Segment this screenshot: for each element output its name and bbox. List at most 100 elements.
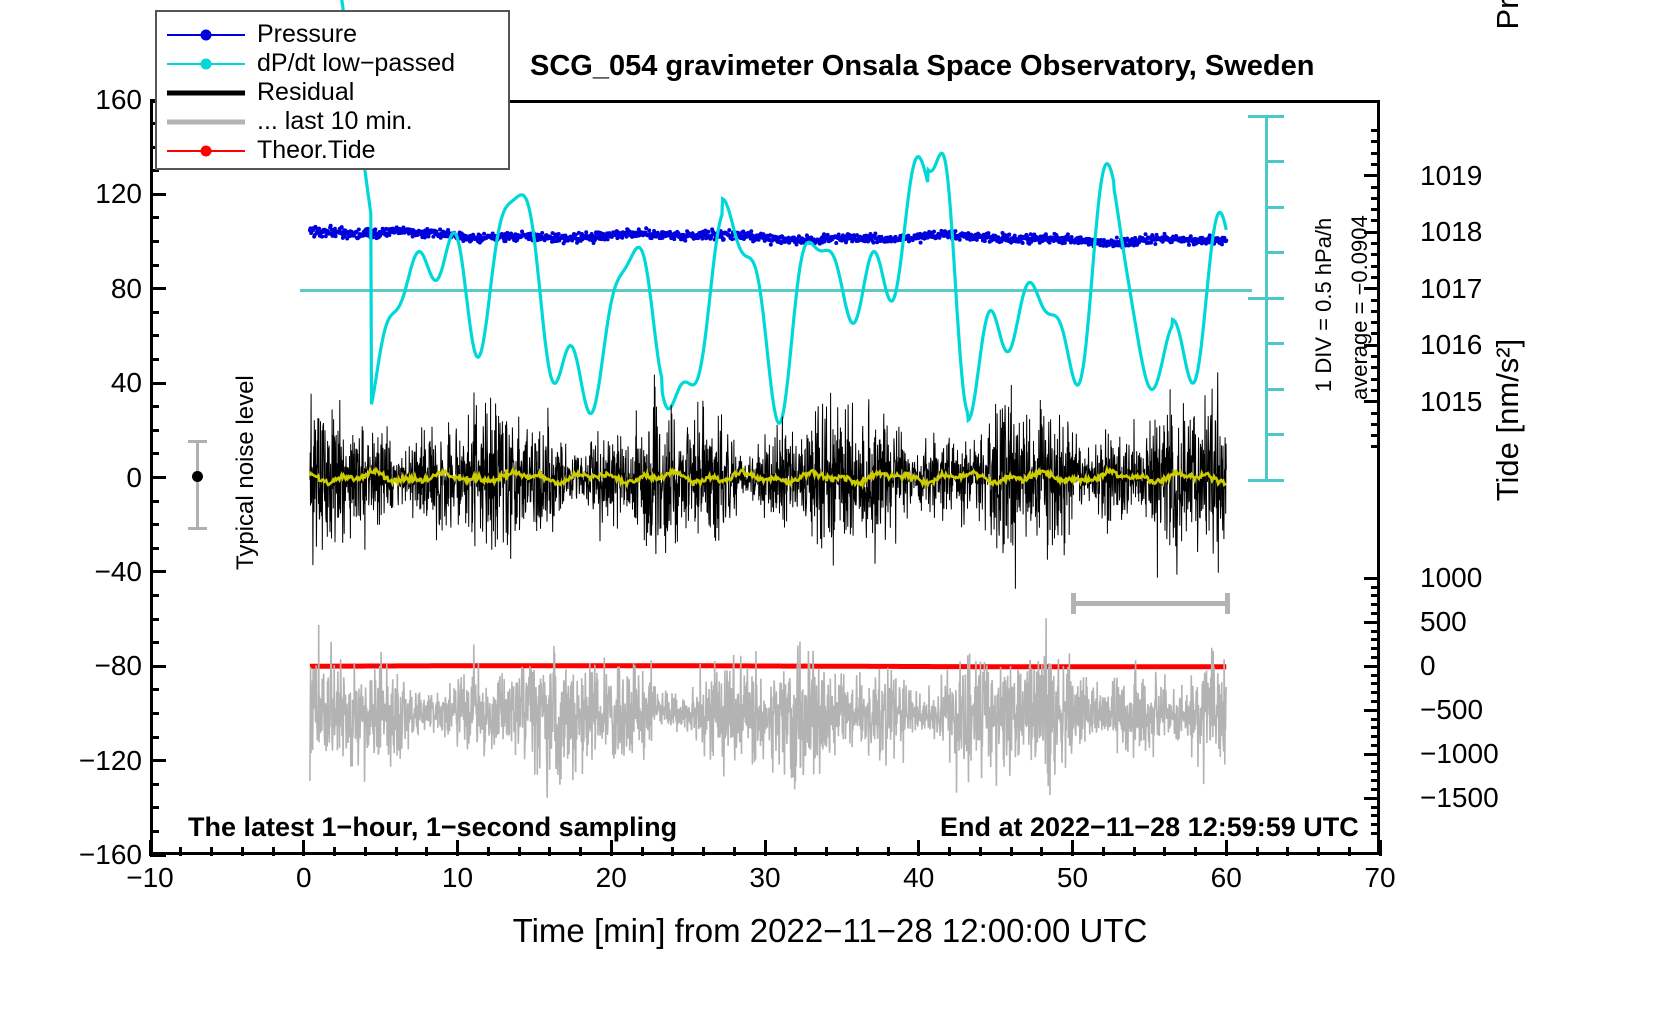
x-tick bbox=[1347, 847, 1351, 856]
y-tick-right-pressure-minor bbox=[1371, 264, 1380, 268]
y-tick-left bbox=[150, 192, 166, 196]
legend-swatch-icon bbox=[167, 83, 245, 103]
last-10min-span-cap-left bbox=[1071, 593, 1076, 614]
y-tick-right-pressure-minor bbox=[1371, 162, 1380, 166]
y-tick-right-tide-minor bbox=[1371, 647, 1380, 651]
y-tick-left bbox=[150, 169, 159, 173]
x-tick-label: 0 bbox=[295, 862, 312, 893]
dpdt-scale-tick bbox=[1268, 205, 1284, 209]
x-tick bbox=[1378, 840, 1382, 856]
plot-area bbox=[150, 100, 1380, 855]
x-tick bbox=[1132, 847, 1136, 856]
y-tick-left bbox=[150, 735, 159, 739]
y-axis-right-pressure-title: Pressure [hPa] bbox=[1490, 0, 1526, 142]
y-tick-right-tide-minor bbox=[1371, 717, 1380, 721]
x-axis-title: Time [min] from 2022−11−28 12:00:00 UTC bbox=[512, 912, 1148, 949]
noise-level-dot bbox=[192, 471, 203, 482]
x-tick bbox=[671, 847, 675, 856]
y-tick-left bbox=[150, 381, 166, 385]
y-tick-right-tide-minor bbox=[1371, 735, 1380, 739]
x-tick-label: 70 bbox=[1364, 862, 1396, 893]
y-tick-left bbox=[150, 358, 159, 362]
legend-item-0[interactable]: Pressure bbox=[167, 20, 498, 49]
y-tick-label-right-tide: −1000 bbox=[1420, 738, 1499, 770]
y-tick-right-tide-minor bbox=[1371, 603, 1380, 607]
y-tick-left bbox=[150, 829, 159, 833]
y-tick-right-tide-minor bbox=[1371, 823, 1380, 827]
y-tick-right-tide-minor bbox=[1371, 805, 1380, 809]
y-tick-right-tide-minor bbox=[1371, 638, 1380, 642]
dpdt-scale-tick bbox=[1268, 433, 1284, 436]
y-tick-right-pressure-minor bbox=[1371, 151, 1380, 155]
y-tick-right-pressure-minor bbox=[1371, 196, 1380, 200]
legend-item-4[interactable]: Theor.Tide bbox=[167, 136, 498, 165]
x-tick-label: −10 bbox=[126, 862, 174, 893]
x-tick bbox=[886, 847, 890, 856]
y-tick-left bbox=[150, 617, 159, 621]
x-tick bbox=[425, 847, 429, 856]
y-tick-right-pressure bbox=[1364, 343, 1380, 347]
legend-item-1[interactable]: dP/dt low−passed bbox=[167, 49, 498, 78]
y-tick-left bbox=[150, 240, 159, 244]
y-tick-label-left: −40 bbox=[94, 555, 143, 587]
y-tick-right-tide-minor bbox=[1371, 594, 1380, 598]
last-10min-span-bar bbox=[1073, 601, 1230, 606]
noise-level-cap-bottom bbox=[188, 527, 207, 530]
y-tick-right-pressure-minor bbox=[1371, 321, 1380, 325]
x-tick bbox=[1317, 847, 1320, 856]
noise-level-cap-top bbox=[188, 440, 207, 443]
y-tick-left bbox=[150, 688, 159, 692]
y-tick-label-left: −120 bbox=[78, 744, 142, 776]
x-tick-label: 20 bbox=[595, 862, 627, 893]
legend[interactable]: Pressure dP/dt low−passed Residual... last… bbox=[155, 10, 510, 170]
x-tick-label: 50 bbox=[1056, 862, 1089, 893]
x-tick-label: 30 bbox=[749, 862, 781, 893]
x-tick bbox=[1163, 847, 1167, 856]
dpdt-scale-label: 1 DIV = 0.5 hPa/h bbox=[1311, 217, 1336, 392]
legend-swatch-icon bbox=[167, 141, 245, 161]
legend-label: Pressure bbox=[257, 20, 358, 48]
x-tick-label: 40 bbox=[903, 862, 935, 893]
y-tick-left bbox=[150, 263, 159, 267]
y-tick-left bbox=[150, 216, 159, 220]
y-tick-right-pressure-minor bbox=[1371, 309, 1380, 313]
x-tick bbox=[825, 847, 828, 856]
y-tick-right-pressure-minor bbox=[1371, 129, 1380, 133]
y-tick-label-right-pressure: 1019 bbox=[1420, 159, 1483, 191]
y-tick-left bbox=[150, 570, 166, 574]
y-tick-right-tide-minor bbox=[1371, 726, 1380, 730]
y-tick-left bbox=[150, 523, 159, 527]
y-tick-right-tide-minor bbox=[1371, 691, 1380, 695]
y-tick-right-tide-minor bbox=[1371, 761, 1380, 765]
y-tick-right-tide-minor bbox=[1371, 585, 1380, 589]
y-tick-label-right-pressure: 1015 bbox=[1420, 385, 1483, 417]
y-tick-label-left: 160 bbox=[95, 84, 142, 115]
y-tick-right-pressure bbox=[1364, 230, 1380, 234]
x-tick bbox=[456, 840, 459, 856]
dpdt-scale-tick bbox=[1268, 160, 1284, 163]
last-10min-span-cap-right bbox=[1225, 593, 1230, 614]
legend-item-3[interactable]: ... last 10 min. bbox=[167, 107, 498, 136]
y-tick-left bbox=[150, 499, 159, 503]
x-tick bbox=[302, 840, 306, 856]
y-tick-right-pressure-minor bbox=[1371, 275, 1380, 279]
x-tick bbox=[609, 840, 613, 856]
y-tick-right-tide-minor bbox=[1371, 673, 1380, 677]
y-tick-right-tide bbox=[1364, 664, 1380, 668]
dpdt-zero-line bbox=[300, 289, 1252, 292]
noise-level-label: Typical noise level bbox=[232, 375, 259, 570]
y-tick-right-tide bbox=[1364, 620, 1380, 624]
y-tick-label-left: −80 bbox=[94, 650, 143, 682]
y-tick-left bbox=[150, 664, 166, 668]
y-tick-right-pressure-minor bbox=[1371, 140, 1380, 144]
legend-item-2[interactable]: Residual bbox=[167, 78, 498, 107]
x-tick bbox=[1071, 840, 1074, 856]
y-tick-right-pressure bbox=[1364, 287, 1380, 291]
dpdt-scale-tick bbox=[1248, 114, 1284, 118]
x-tick bbox=[1194, 847, 1197, 856]
dpdt-scale-tick bbox=[1248, 296, 1284, 300]
x-tick bbox=[948, 847, 951, 856]
footer-right-note: End at 2022−11−28 12:59:59 UTC bbox=[940, 812, 1359, 842]
y-tick-right-pressure-minor bbox=[1371, 377, 1380, 381]
